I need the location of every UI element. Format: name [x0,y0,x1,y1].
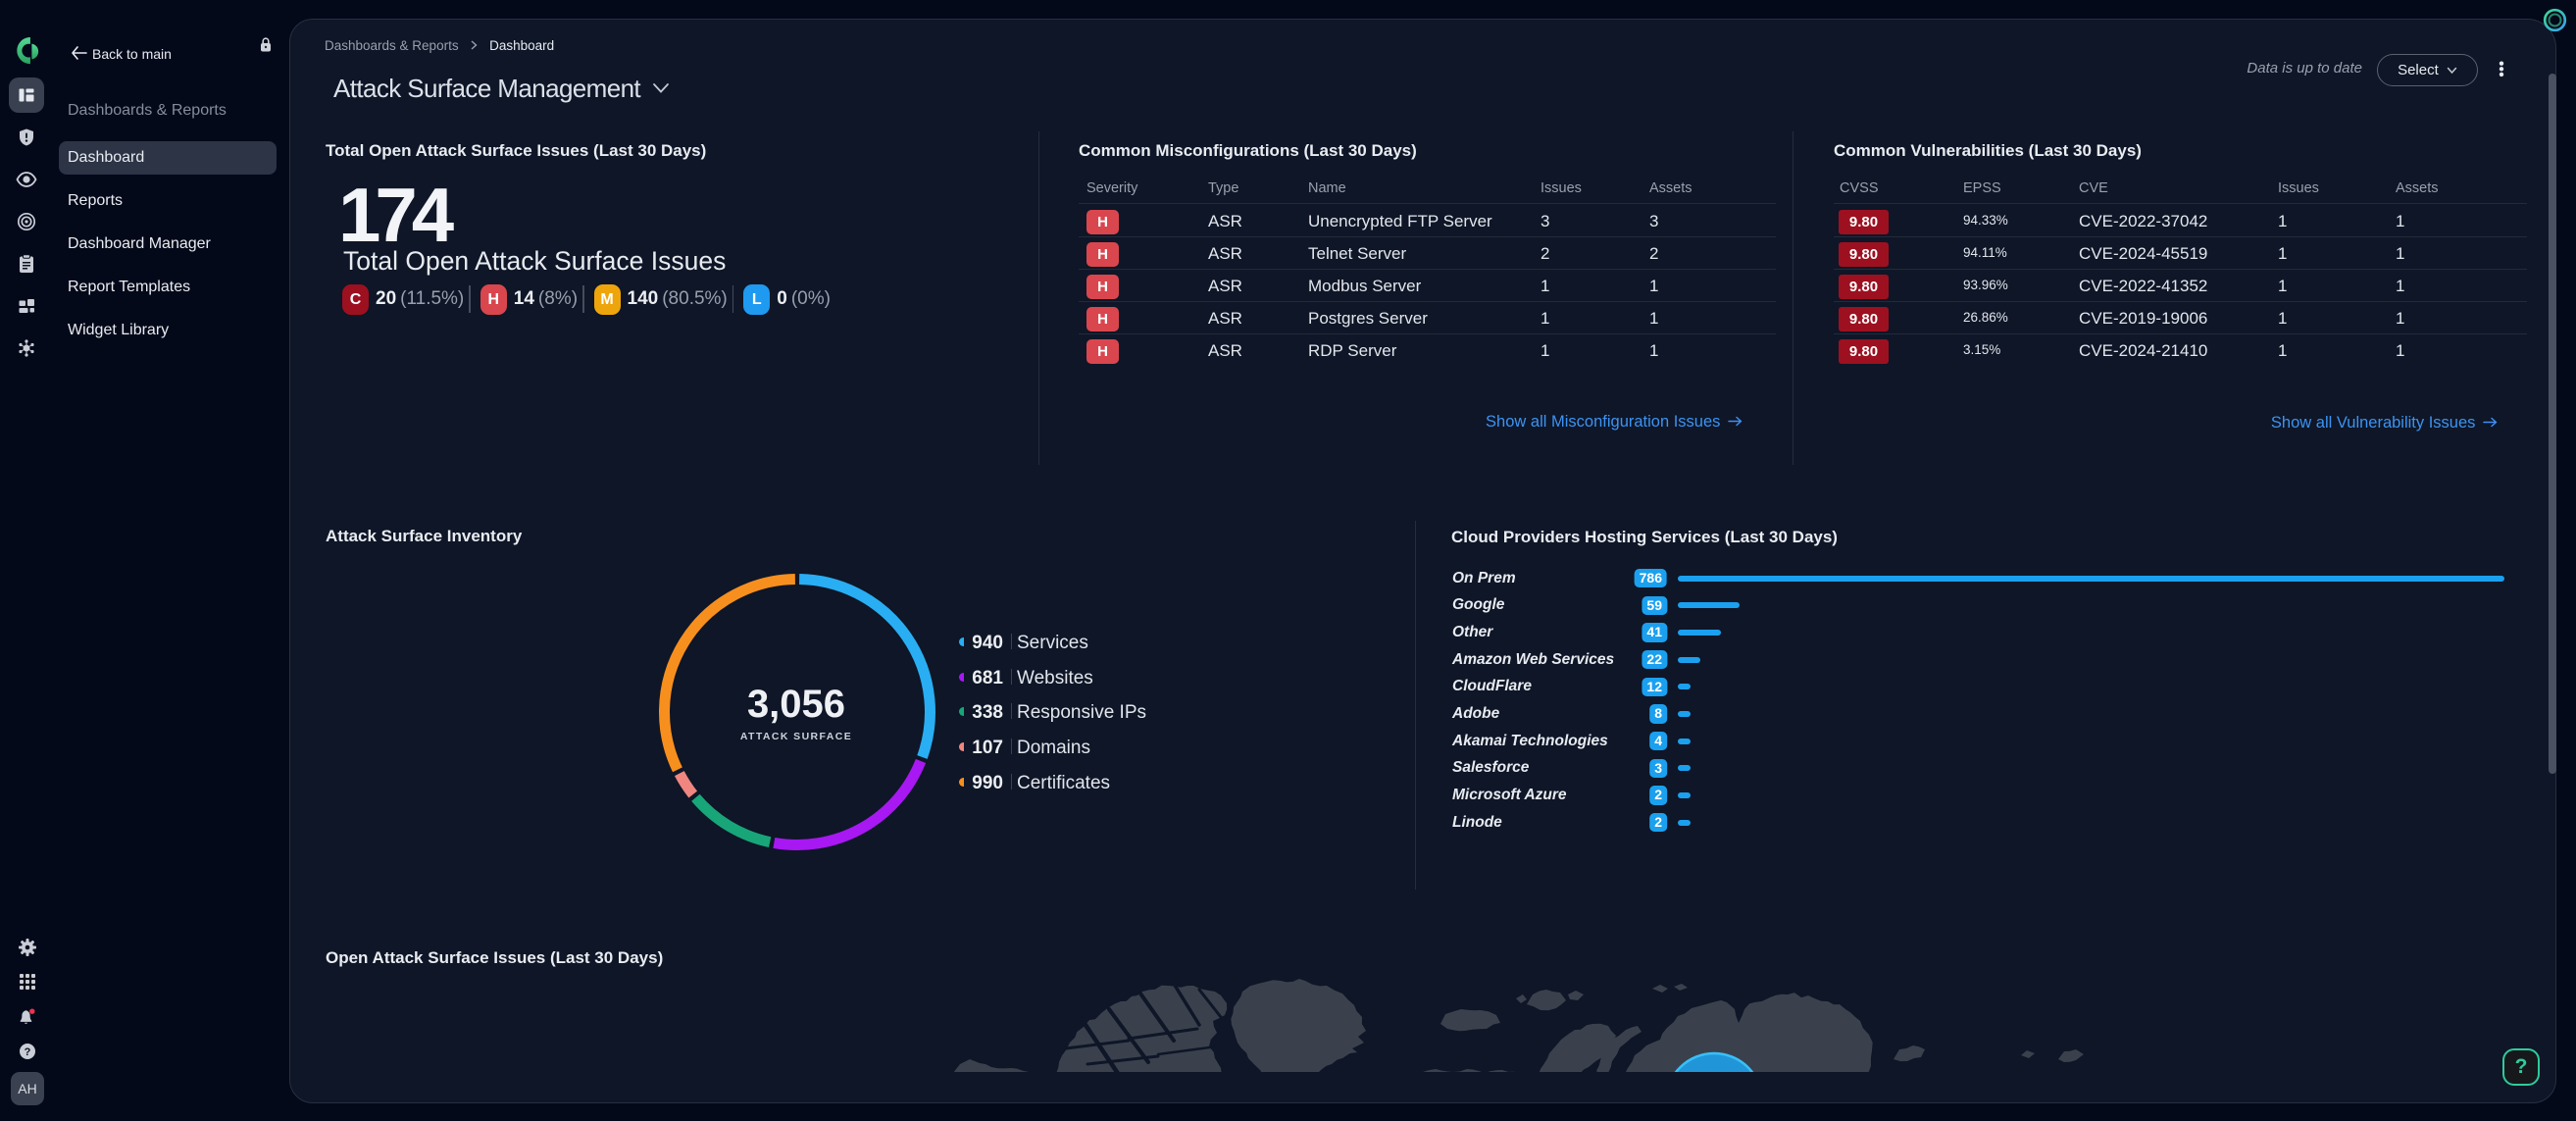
svg-text:?: ? [25,1046,31,1058]
